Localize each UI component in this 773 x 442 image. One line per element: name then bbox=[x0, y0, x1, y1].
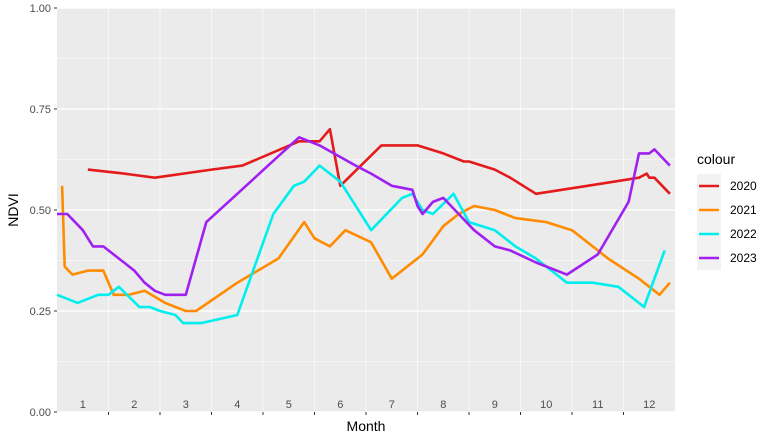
legend-label-2020: 2020 bbox=[730, 179, 757, 193]
legend: colour 2020 2021 2022 2023 bbox=[697, 151, 757, 270]
x-tick-label: 7 bbox=[389, 399, 395, 411]
x-tick-label: 12 bbox=[643, 399, 655, 411]
series-lines bbox=[56, 127, 671, 325]
x-tick-label: 5 bbox=[286, 399, 292, 411]
series-line-2021 bbox=[60, 185, 671, 313]
y-tick-label: 1.00 bbox=[30, 3, 51, 15]
y-axis-title: NDVI bbox=[5, 193, 21, 226]
y-axis: 0.00 0.25 0.50 0.75 1.00 bbox=[30, 3, 57, 419]
y-tick-label: 0.00 bbox=[30, 407, 51, 419]
y-tick-label: 0.50 bbox=[30, 205, 51, 217]
legend-label-2023: 2023 bbox=[730, 251, 757, 265]
y-tick-label: 0.25 bbox=[30, 306, 51, 318]
x-tick-label: 11 bbox=[592, 399, 603, 411]
series-line-2020 bbox=[87, 127, 671, 196]
legend-label-2022: 2022 bbox=[730, 227, 757, 241]
series-line-2022 bbox=[56, 164, 666, 325]
x-axis: 1 2 3 4 5 6 7 8 9 10 11 12 bbox=[80, 399, 655, 415]
legend-title: colour bbox=[697, 151, 735, 167]
x-tick-label: 2 bbox=[131, 399, 137, 411]
y-tick-label: 0.75 bbox=[30, 104, 51, 116]
series-line-2023 bbox=[57, 136, 671, 297]
x-tick-label: 9 bbox=[492, 399, 498, 411]
legend-label-2021: 2021 bbox=[730, 203, 757, 217]
x-tick-label: 4 bbox=[234, 399, 240, 411]
x-tick-label: 10 bbox=[540, 399, 552, 411]
x-tick-label: 1 bbox=[80, 399, 86, 411]
x-axis-title: Month bbox=[347, 418, 386, 434]
x-tick-label: 3 bbox=[183, 399, 189, 411]
x-tick-label: 8 bbox=[440, 399, 446, 411]
x-tick-label: 6 bbox=[337, 399, 343, 411]
